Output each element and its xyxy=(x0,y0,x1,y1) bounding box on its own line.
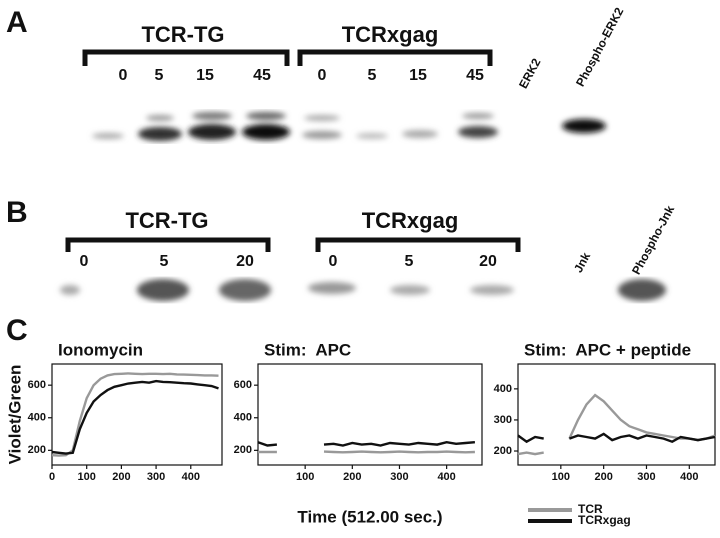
lane-label: 45 xyxy=(466,67,484,84)
x-tick-label: 100 xyxy=(552,471,570,483)
lane-label: 15 xyxy=(409,67,427,84)
series-line xyxy=(51,379,219,455)
lane-label: 5 xyxy=(160,253,169,270)
x-tick-label: 200 xyxy=(112,471,130,483)
x-tick-label: 300 xyxy=(390,471,408,483)
group-label: TCRxgag xyxy=(342,22,439,47)
series-line xyxy=(517,432,716,444)
series-line xyxy=(51,372,219,457)
lane-label: 0 xyxy=(318,67,327,84)
panel-label: A xyxy=(6,6,28,39)
y-axis-label: Violet/Green xyxy=(5,365,24,465)
x-tick-label: 200 xyxy=(343,471,361,483)
x-tick-label: 400 xyxy=(182,471,200,483)
y-tick-label: 600 xyxy=(234,379,252,391)
x-tick-label: 400 xyxy=(437,471,455,483)
x-tick-label: 300 xyxy=(147,471,165,483)
lane-label: 0 xyxy=(80,253,89,270)
plot-frame xyxy=(517,363,716,466)
y-tick-label: 200 xyxy=(494,445,512,457)
y-tick-label: 400 xyxy=(28,412,46,424)
y-tick-label: 400 xyxy=(494,383,512,395)
series-line xyxy=(257,440,476,447)
bracket xyxy=(297,49,493,66)
blot-a xyxy=(92,112,606,141)
group-label: TCRxgag xyxy=(362,208,459,233)
bracket xyxy=(65,237,271,252)
lane-label: 20 xyxy=(479,253,497,270)
lane-label: 5 xyxy=(155,67,164,84)
x-tick-label: 0 xyxy=(49,471,55,483)
chart-title: Ionomycin xyxy=(58,340,143,359)
panel-label: B xyxy=(6,196,28,229)
y-tick-label: 200 xyxy=(28,444,46,456)
plot-frame xyxy=(51,363,223,466)
x-tick-label: 400 xyxy=(680,471,698,483)
lane-label: 15 xyxy=(196,67,214,84)
series-line xyxy=(258,450,475,454)
chart-title: Stim: APC + peptide xyxy=(524,340,691,359)
x-tick-label: 300 xyxy=(637,471,655,483)
bracket xyxy=(82,49,290,66)
group-label: TCR-TG xyxy=(125,208,208,233)
legend-label: TCRxgag xyxy=(578,513,631,527)
plot-frame xyxy=(257,363,483,466)
legend-label: TCR xyxy=(578,502,603,516)
lane-label: 0 xyxy=(119,67,128,84)
x-axis-label: Time (512.00 sec.) xyxy=(297,507,442,526)
lane-label: 0 xyxy=(329,253,338,270)
y-tick-label: 300 xyxy=(494,414,512,426)
lane-label: 5 xyxy=(405,253,414,270)
lane-label: 20 xyxy=(236,253,254,270)
x-tick-label: 100 xyxy=(296,471,314,483)
bracket xyxy=(315,237,521,252)
y-tick-label: 400 xyxy=(234,412,252,424)
y-tick-label: 600 xyxy=(28,379,46,391)
lane-label: 45 xyxy=(253,67,271,84)
lane-label: 5 xyxy=(368,67,377,84)
y-tick-label: 200 xyxy=(234,444,252,456)
blot-b xyxy=(60,279,666,301)
group-label: TCR-TG xyxy=(141,22,224,47)
chart-title: Stim: APC xyxy=(264,340,351,359)
x-tick-label: 100 xyxy=(78,471,96,483)
panel-label: C xyxy=(6,314,28,347)
x-tick-label: 200 xyxy=(594,471,612,483)
